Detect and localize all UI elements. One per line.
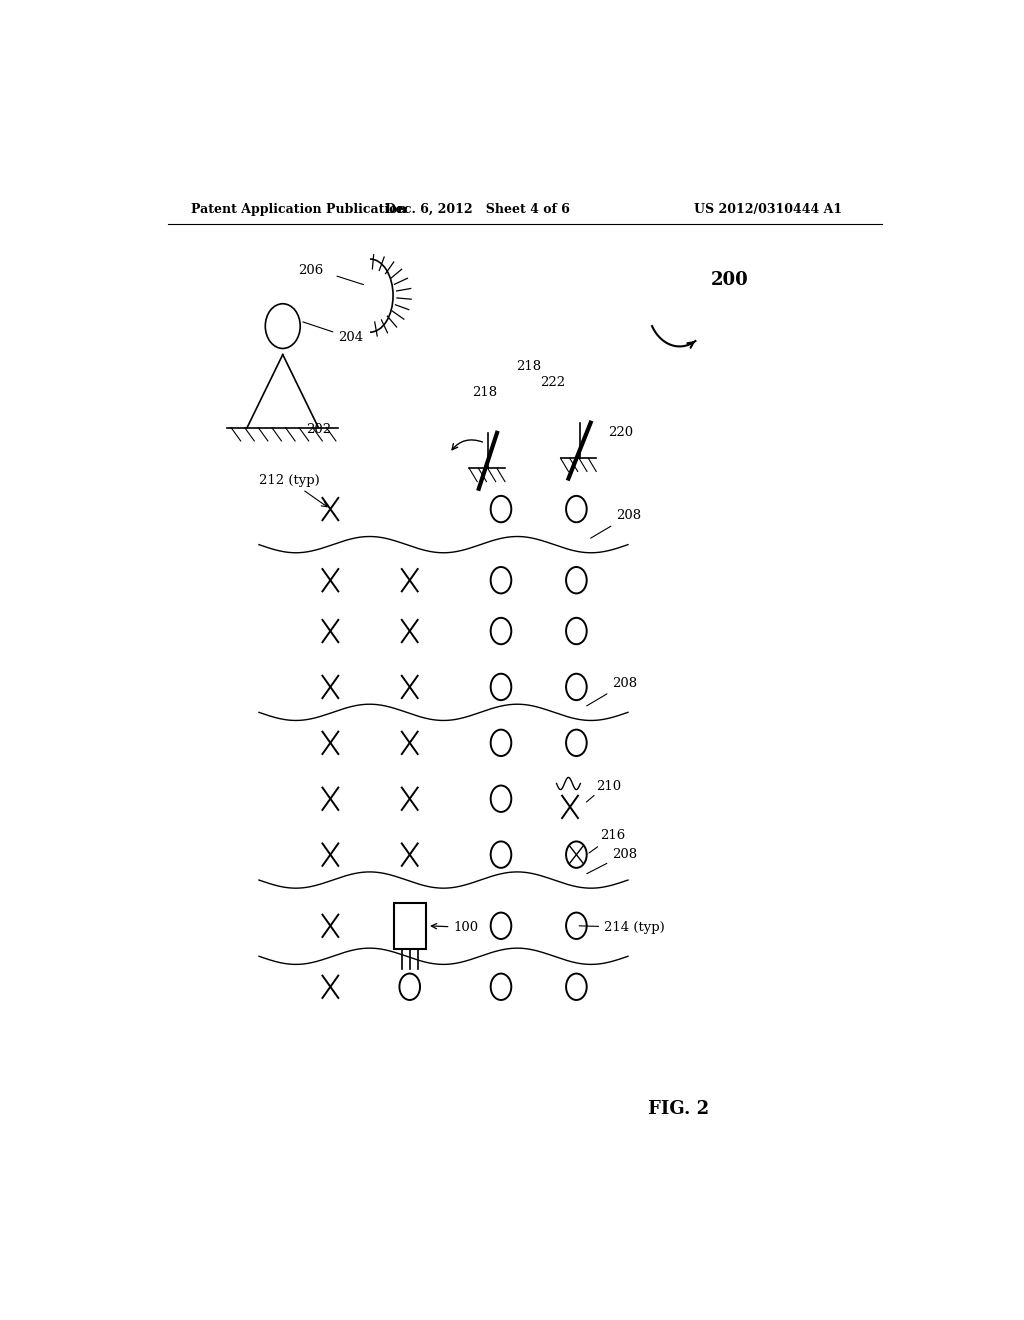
Text: Patent Application Publication: Patent Application Publication bbox=[191, 203, 407, 215]
Text: 200: 200 bbox=[712, 272, 749, 289]
Text: 208: 208 bbox=[587, 847, 637, 874]
Text: 220: 220 bbox=[608, 426, 633, 440]
Text: Dec. 6, 2012   Sheet 4 of 6: Dec. 6, 2012 Sheet 4 of 6 bbox=[385, 203, 569, 215]
Text: 216: 216 bbox=[589, 829, 626, 853]
Text: 202: 202 bbox=[306, 422, 332, 436]
Text: 208: 208 bbox=[591, 510, 641, 539]
Text: 204: 204 bbox=[303, 322, 364, 345]
Text: 210: 210 bbox=[596, 780, 622, 793]
Text: 100: 100 bbox=[431, 921, 478, 933]
Text: 214 (typ): 214 (typ) bbox=[580, 921, 665, 933]
Text: 212 (typ): 212 (typ) bbox=[259, 474, 327, 507]
Text: US 2012/0310444 A1: US 2012/0310444 A1 bbox=[694, 203, 842, 215]
Text: 208: 208 bbox=[587, 677, 637, 706]
Text: 222: 222 bbox=[540, 375, 565, 388]
Text: 218: 218 bbox=[516, 360, 542, 374]
Text: 206: 206 bbox=[299, 264, 324, 277]
Text: FIG. 2: FIG. 2 bbox=[648, 1100, 709, 1118]
Text: 218: 218 bbox=[472, 385, 498, 399]
